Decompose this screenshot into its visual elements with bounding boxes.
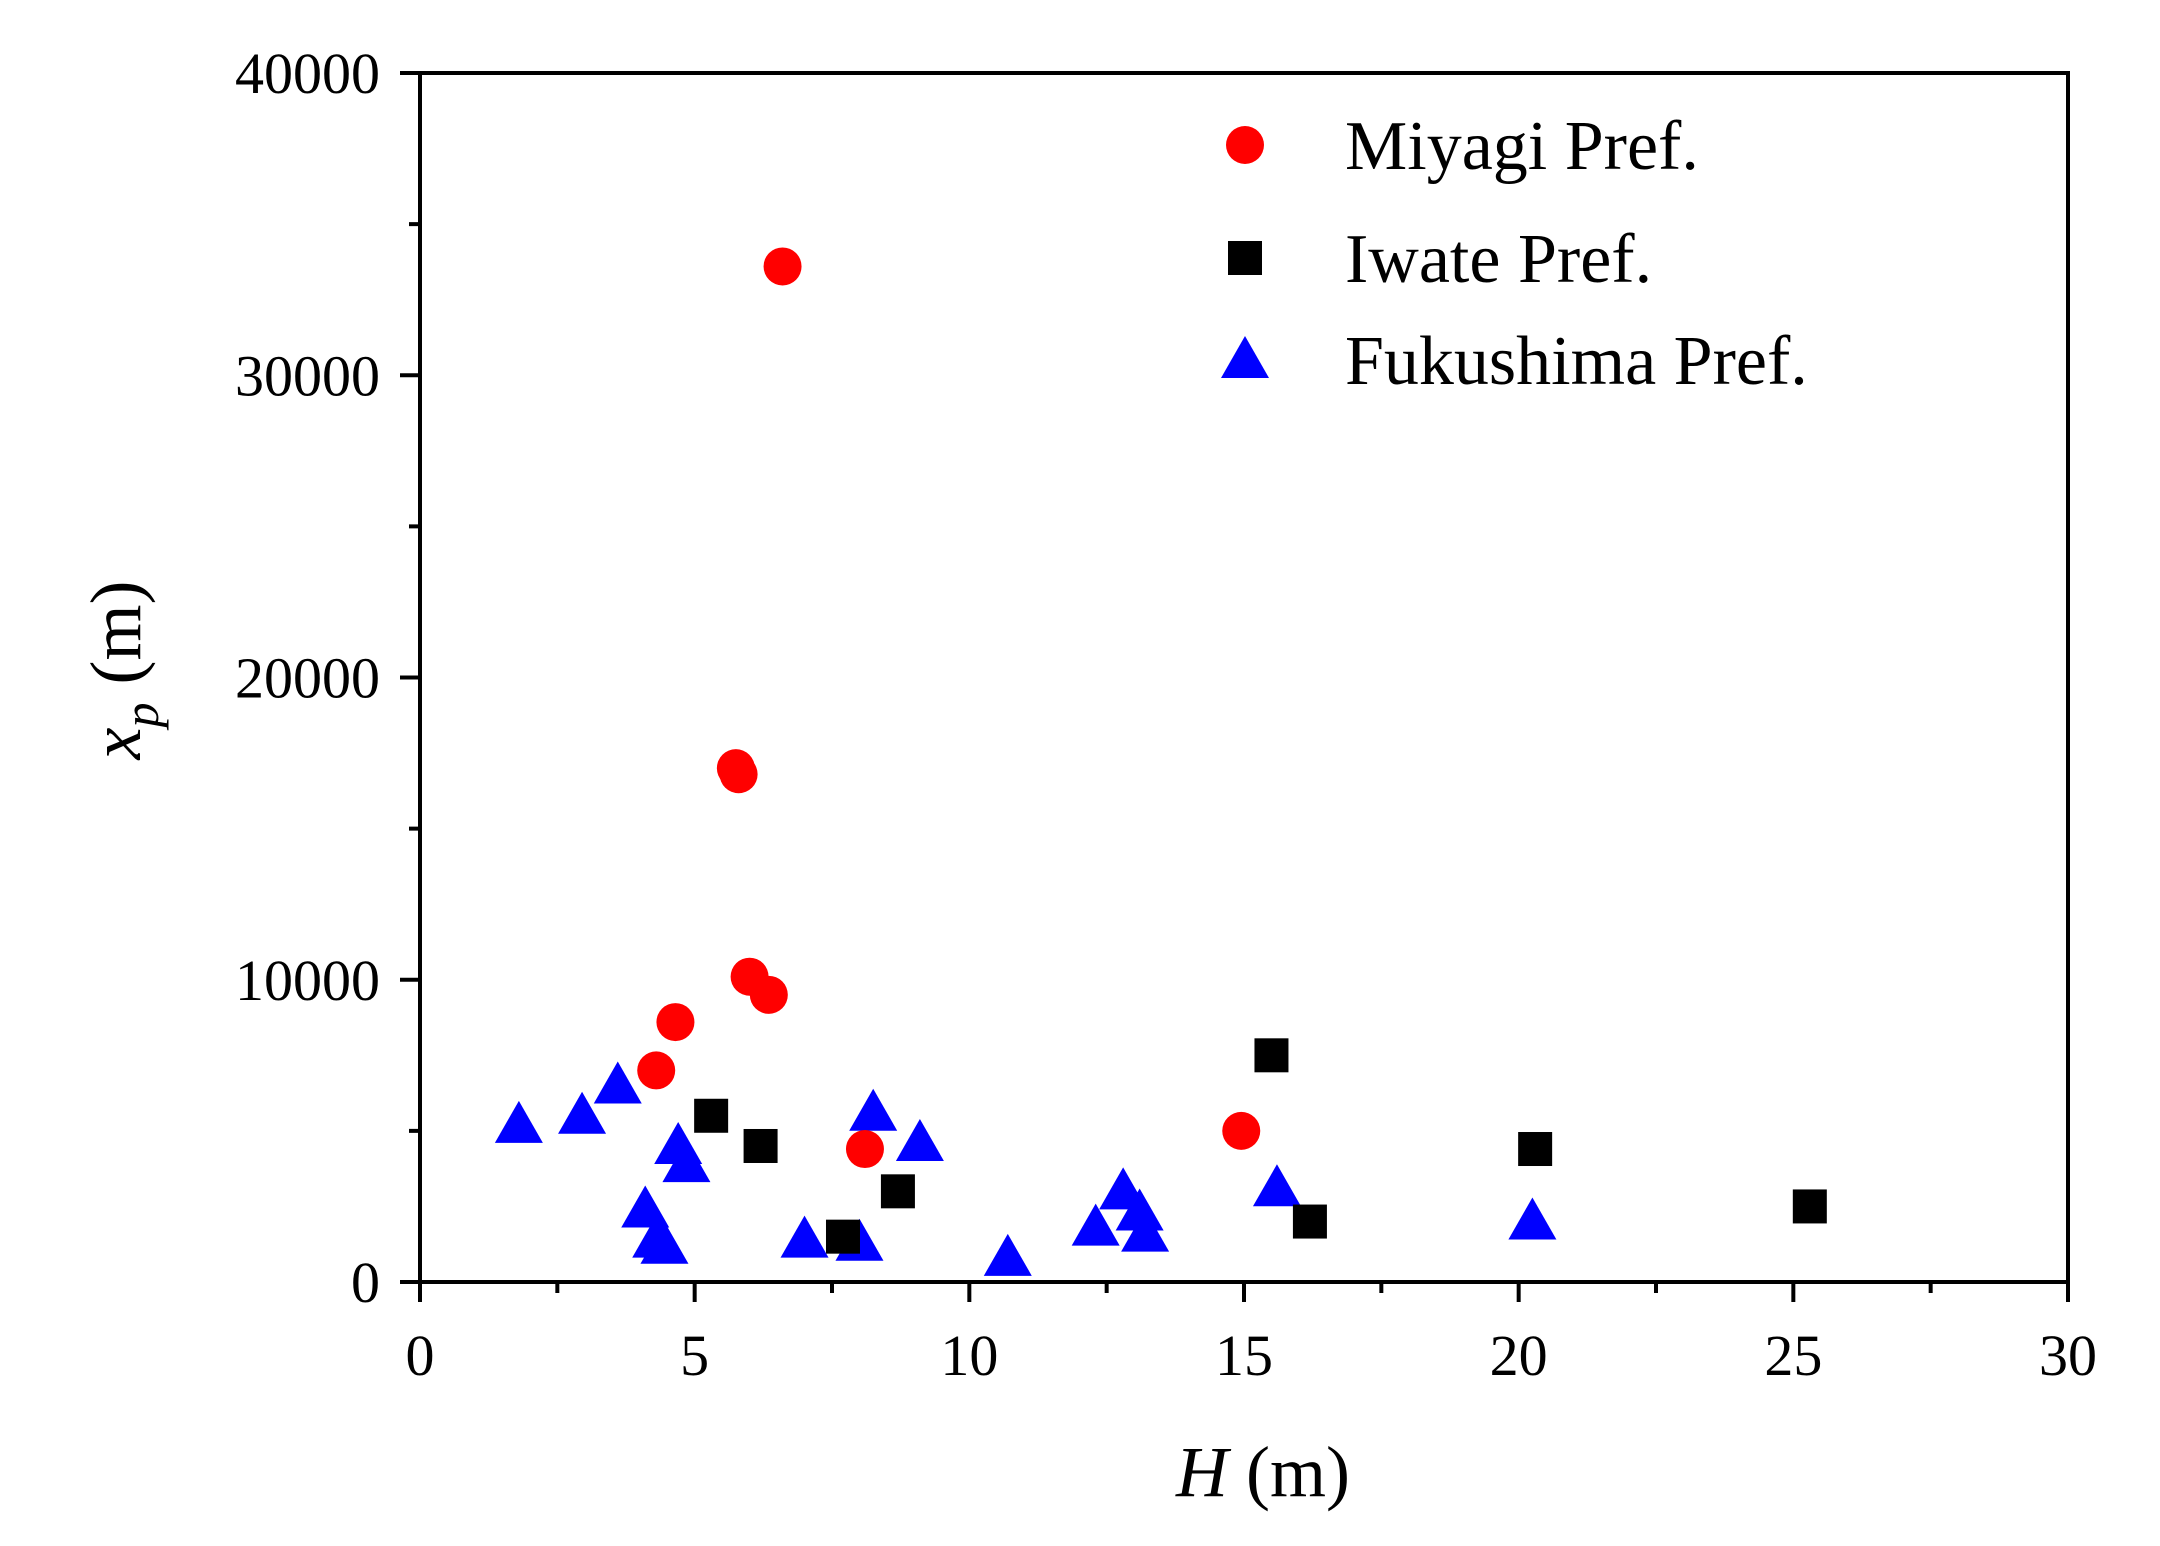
legend-marker: [1226, 126, 1264, 164]
triangle-point: [558, 1091, 607, 1134]
square-point: [880, 1174, 915, 1209]
triangle-point: [849, 1088, 898, 1131]
legend: Miyagi Pref. Iwate Pref. Fukushima Pref.: [1221, 108, 1808, 400]
square-point: [1292, 1204, 1327, 1239]
y-axis-title: xp (m): [76, 581, 169, 761]
triangle-point: [1121, 1209, 1170, 1252]
x-axis-title: H (m): [1175, 1432, 1350, 1512]
x-tick-label: 5: [680, 1323, 709, 1388]
triangle-point: [593, 1061, 642, 1104]
circle-point: [763, 247, 802, 286]
x-tick-label: 10: [940, 1323, 998, 1388]
circle-point: [1222, 1111, 1261, 1150]
y-axis-variable: x: [76, 727, 156, 760]
square-point: [1254, 1038, 1289, 1073]
legend-label: Miyagi Pref.: [1345, 108, 1699, 185]
circle-point: [845, 1130, 884, 1169]
triangle-point: [983, 1233, 1032, 1276]
triangle-point: [1071, 1203, 1120, 1246]
series-iwate-pref: [694, 1038, 1827, 1254]
legend-marker: [1228, 241, 1262, 275]
legend-label: Fukushima Pref.: [1345, 323, 1808, 400]
x-tick-label: 25: [1764, 1323, 1822, 1388]
square-point: [743, 1128, 778, 1163]
x-tick-label: 20: [1490, 1323, 1548, 1388]
y-tick-label: 10000: [235, 948, 380, 1013]
series-miyagi-pref: [637, 247, 1261, 1169]
y-axis-unit: (m): [76, 581, 156, 703]
y-tick-label: 40000: [235, 41, 380, 106]
square-point: [825, 1219, 860, 1254]
x-tick-label: 15: [1215, 1323, 1273, 1388]
square-point: [1518, 1132, 1553, 1167]
square-point: [1792, 1189, 1827, 1224]
x-axis-variable: H: [1175, 1432, 1232, 1512]
series-fukushima-pref: [494, 1061, 1557, 1276]
triangle-point: [780, 1215, 829, 1258]
circle-point: [749, 975, 788, 1014]
circle-point: [637, 1051, 676, 1090]
x-tick-label: 30: [2039, 1323, 2097, 1388]
legend-label: Iwate Pref.: [1345, 221, 1652, 298]
triangle-point: [895, 1118, 944, 1161]
circle-point: [716, 749, 755, 788]
y-axis-subscript: p: [113, 703, 169, 731]
square-point: [694, 1098, 729, 1133]
legend-marker: [1221, 336, 1269, 378]
triangle-point: [1252, 1164, 1301, 1207]
y-tick-label: 20000: [235, 646, 380, 711]
triangle-point: [621, 1185, 670, 1228]
x-tick-label: 0: [406, 1323, 435, 1388]
x-axis-unit: (m): [1228, 1432, 1350, 1512]
triangle-point: [662, 1140, 711, 1183]
y-tick-label: 0: [351, 1250, 380, 1315]
tick-labels: 0 5 10 15 20 25 30 0 10000 20000 30000 40000: [235, 41, 2097, 1388]
circle-point: [656, 1003, 695, 1042]
data-points: [494, 247, 1827, 1276]
y-tick-label: 30000: [235, 343, 380, 408]
triangle-point: [1115, 1188, 1164, 1231]
triangle-point: [494, 1100, 543, 1143]
triangle-point: [640, 1221, 689, 1264]
triangle-point: [1508, 1197, 1557, 1240]
plot-frame: [418, 71, 2070, 1284]
